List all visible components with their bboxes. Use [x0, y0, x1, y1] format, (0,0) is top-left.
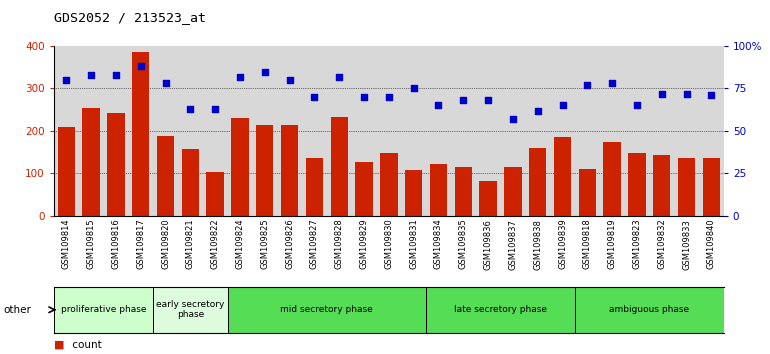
Point	[432, 103, 444, 108]
Bar	[58, 127, 75, 216]
Bar	[380, 153, 397, 216]
Point	[159, 81, 172, 86]
Point	[234, 74, 246, 79]
Text: count: count	[69, 340, 102, 350]
Bar	[703, 158, 720, 216]
Bar	[157, 136, 174, 216]
Bar	[653, 155, 671, 216]
Bar	[330, 118, 348, 216]
Text: ■: ■	[54, 340, 65, 350]
Point	[655, 91, 668, 96]
Bar	[54, 287, 153, 333]
Bar	[454, 167, 472, 216]
Text: proliferative phase: proliferative phase	[61, 305, 146, 314]
Bar	[355, 161, 373, 216]
Point	[606, 81, 618, 86]
Point	[110, 72, 122, 78]
Point	[184, 106, 196, 112]
Point	[407, 86, 420, 91]
Bar	[504, 167, 521, 216]
Bar	[430, 164, 447, 216]
Bar	[256, 125, 273, 216]
Bar	[132, 52, 149, 216]
Bar	[182, 149, 199, 216]
Point	[283, 77, 296, 83]
Bar	[480, 181, 497, 216]
Point	[631, 103, 643, 108]
Text: mid secretory phase: mid secretory phase	[280, 305, 373, 314]
Bar	[405, 171, 422, 216]
Bar	[231, 118, 249, 216]
Point	[457, 98, 470, 103]
Bar	[206, 172, 224, 216]
Bar	[579, 169, 596, 216]
Text: late secretory phase: late secretory phase	[454, 305, 547, 314]
Point	[383, 94, 395, 100]
Point	[60, 77, 72, 83]
Point	[209, 106, 221, 112]
Text: ambiguous phase: ambiguous phase	[609, 305, 689, 314]
Point	[581, 82, 594, 88]
Bar	[529, 148, 547, 216]
Bar	[604, 142, 621, 216]
Bar	[628, 154, 645, 216]
Point	[705, 92, 718, 98]
Point	[358, 94, 370, 100]
Bar	[281, 125, 298, 216]
Point	[333, 74, 346, 79]
Bar	[306, 158, 323, 216]
Point	[259, 69, 271, 74]
Point	[681, 91, 693, 96]
Bar	[153, 287, 228, 333]
Bar	[554, 137, 571, 216]
Text: GDS2052 / 213523_at: GDS2052 / 213523_at	[54, 11, 206, 24]
Bar	[426, 287, 575, 333]
Point	[507, 116, 519, 122]
Point	[531, 108, 544, 113]
Bar	[82, 108, 100, 216]
Point	[482, 98, 494, 103]
Text: early secretory
phase: early secretory phase	[156, 300, 225, 319]
Point	[308, 94, 320, 100]
Point	[135, 64, 147, 69]
Bar	[678, 158, 695, 216]
Bar	[107, 113, 125, 216]
Bar	[575, 287, 724, 333]
Text: other: other	[4, 305, 32, 315]
Point	[557, 103, 569, 108]
Bar	[228, 287, 426, 333]
Point	[85, 72, 97, 78]
